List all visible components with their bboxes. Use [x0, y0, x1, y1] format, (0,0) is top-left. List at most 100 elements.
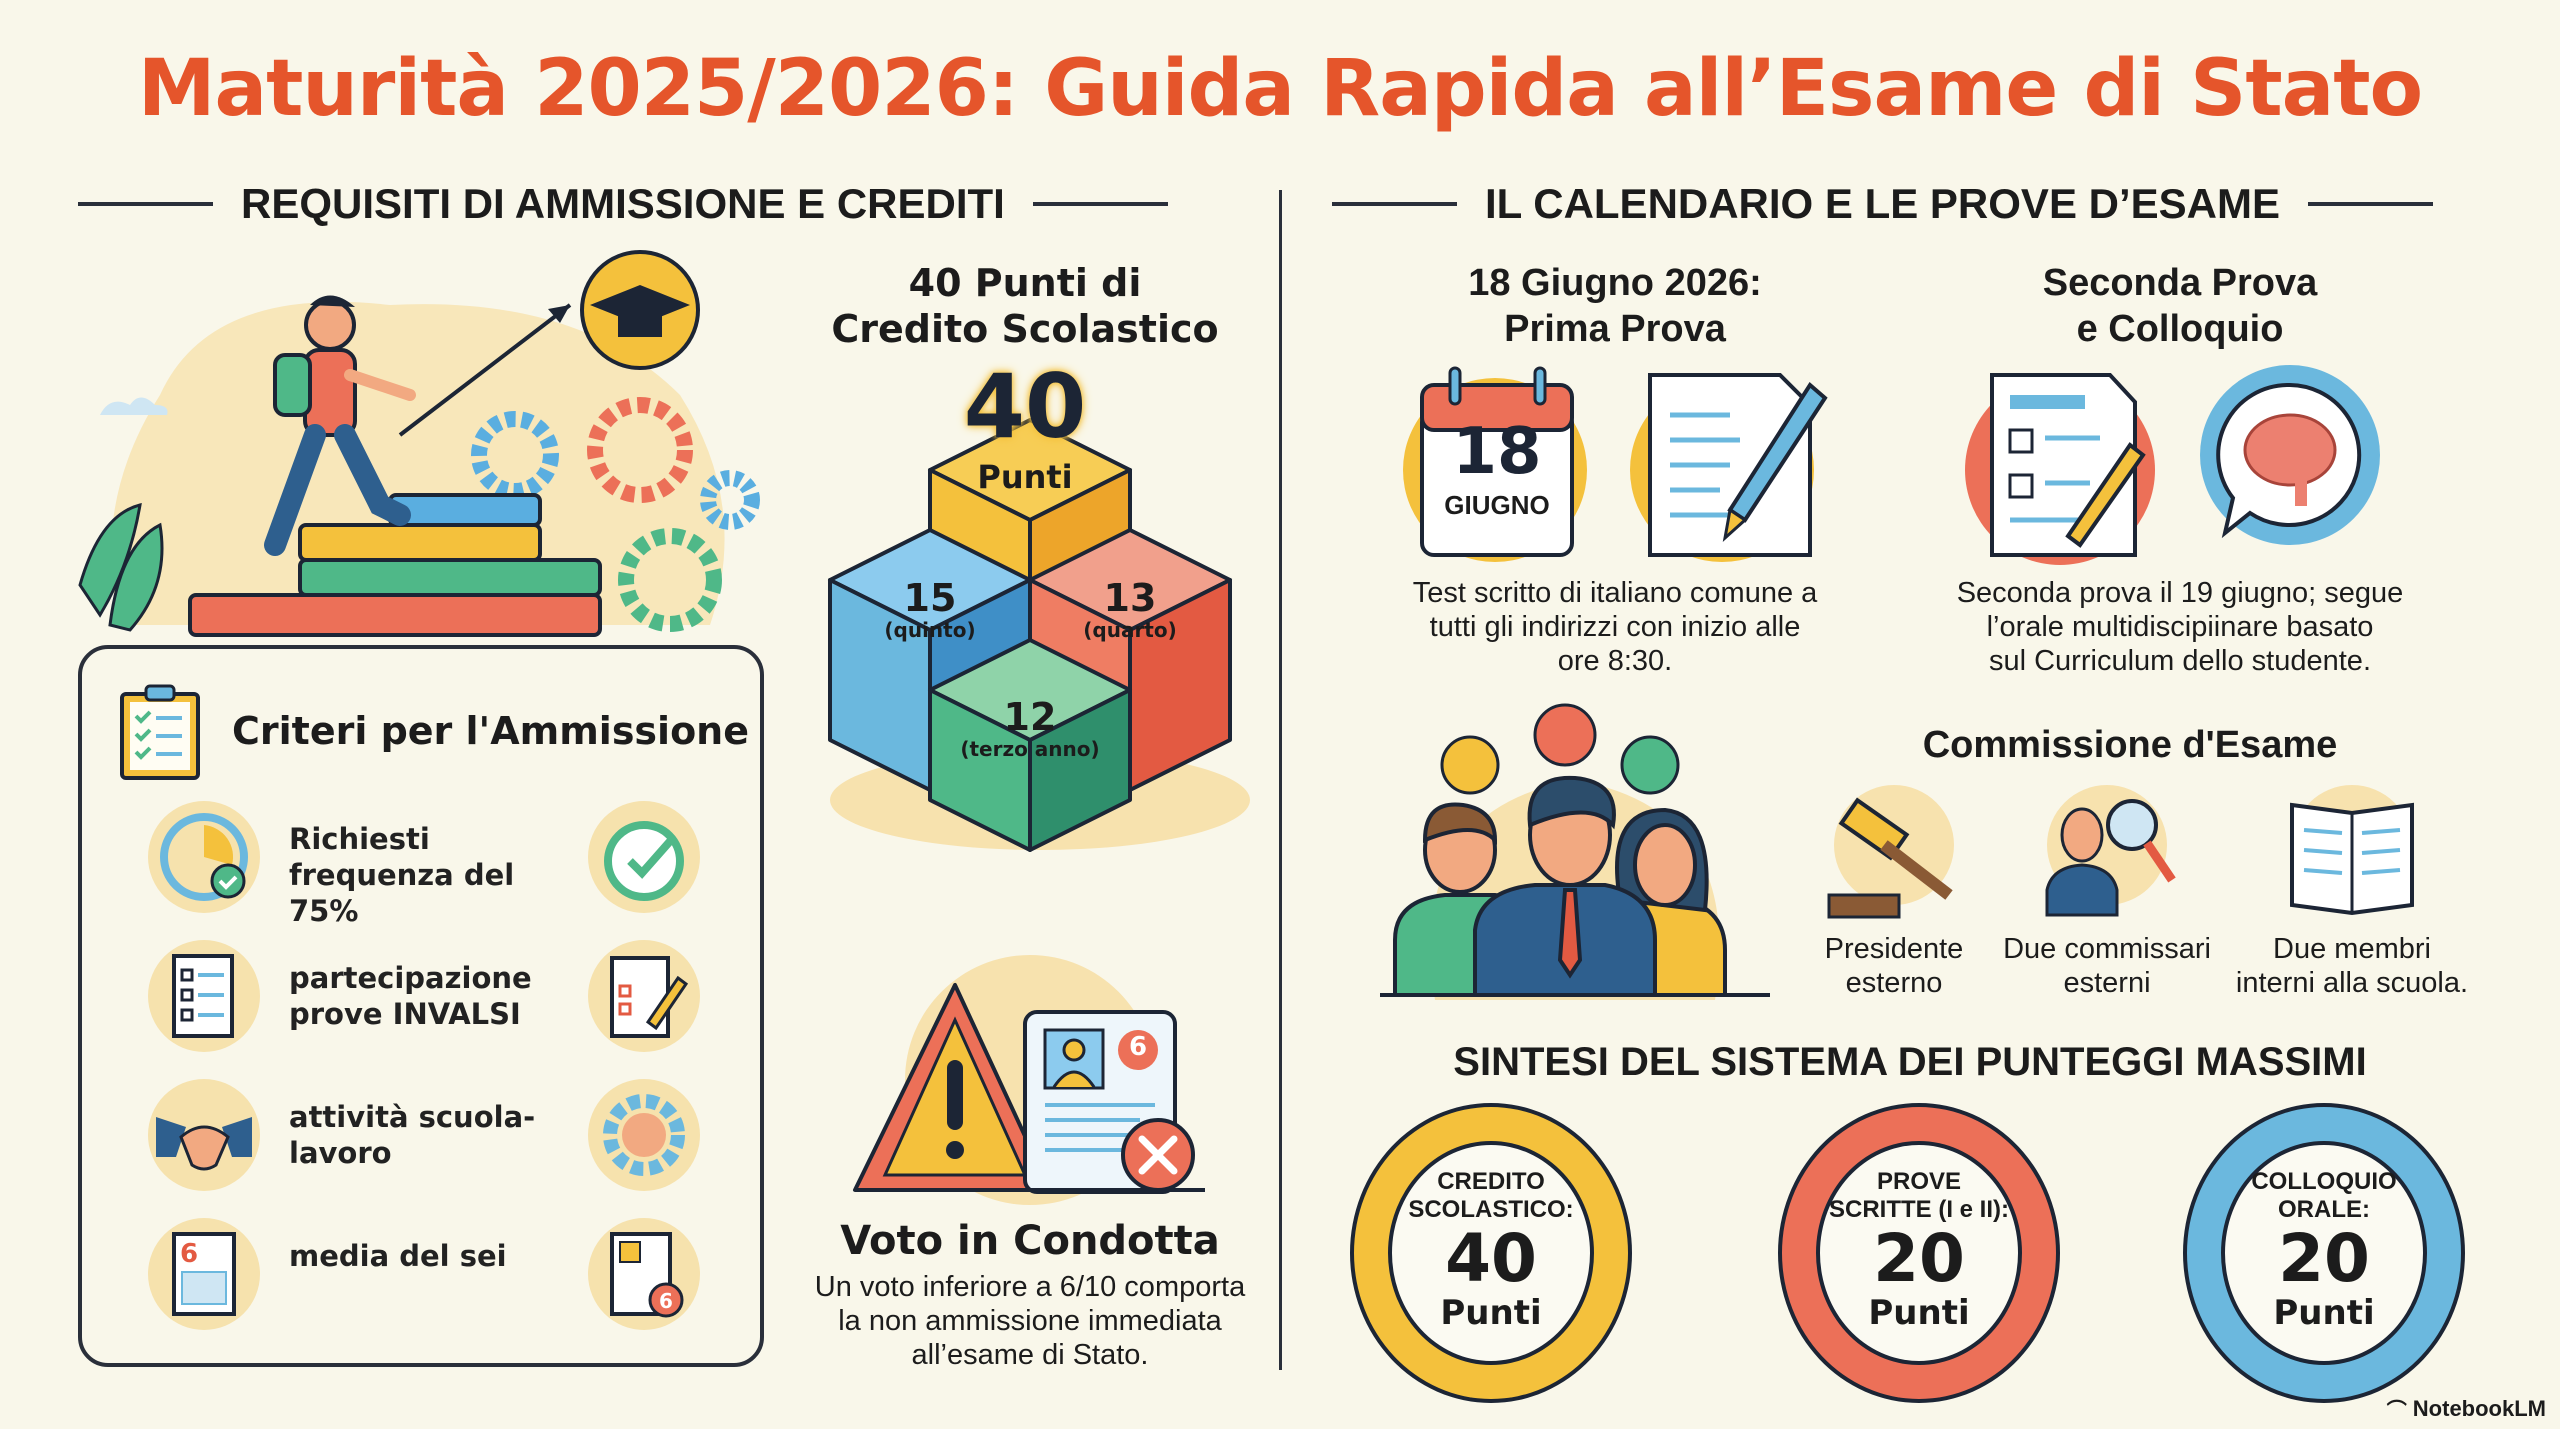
title-line: e Colloquio — [2076, 308, 2284, 350]
score-ring — [1778, 1103, 2060, 1403]
plant-icon — [78, 502, 164, 632]
credit-cubes-diagram — [828, 418, 1250, 852]
page-title: Maturità 2025/2026: Guida Rapida all’Esa… — [137, 44, 2423, 134]
credit-title-line2: Credito Scolastico — [831, 307, 1219, 351]
admission-criteria-card — [78, 645, 764, 1367]
cloud-icon — [100, 397, 168, 415]
calendar-icon — [1420, 366, 1574, 557]
score-ring-content: CREDITO SCOLASTICO: 40 Punti — [1381, 1168, 1601, 1332]
text-line: l’orale multidiscipiinare basato — [1986, 611, 2374, 643]
ring-unit: Punti — [2273, 1293, 2375, 1333]
summary-heading: SINTESI DEL SISTEMA DEI PUNTEGGI MASSIMI — [1453, 1040, 2367, 1084]
text-line: Test scritto di italiano comune a — [1412, 577, 1818, 609]
block-label: (quinto) — [884, 618, 976, 642]
right-section-heading: IL CALENDARIO E LE PROVE D’ESAME — [1332, 180, 2433, 228]
title-line: Prima Prova — [1504, 308, 1726, 350]
member-line: esterni — [2063, 967, 2151, 999]
score-ring — [2183, 1103, 2465, 1403]
member-line: interni alla scuola. — [2235, 967, 2469, 999]
text-line: tutti gli indirizzi con inizio alle — [1429, 611, 1801, 643]
divider — [1332, 202, 1457, 206]
reject-x-icon — [1121, 1118, 1195, 1192]
gear-icon — [471, 397, 760, 632]
warning-triangle-icon — [853, 983, 1052, 1192]
block-value: 13 — [1103, 576, 1157, 620]
calendar-day: 18 — [1452, 415, 1542, 489]
prima-prova-title: 18 Giugno 2026: Prima Prova — [1400, 260, 1830, 352]
text-line: sul Curriculum dello studente. — [1988, 645, 2371, 677]
criteria-item-label: media del sei — [289, 1239, 507, 1273]
text-line: Seconda prova il 19 giugno; segue — [1956, 577, 2404, 609]
score-ring-content: PROVE SCRITTE (I e II): 20 Punti — [1809, 1168, 2029, 1332]
cube-terzo — [928, 638, 1132, 852]
ring-unit: Punti — [1868, 1293, 1970, 1333]
right-section-heading-text: IL CALENDARIO E LE PROVE D’ESAME — [1485, 180, 2280, 227]
credit-block-quarto: 13 (quarto) — [1060, 578, 1200, 642]
speech-bubble-brain-icon — [2200, 365, 2380, 545]
criteria-item-label: partecipazione prove INVALSI — [289, 961, 532, 1031]
ring-value: 20 — [1873, 1220, 1965, 1297]
clock-check-icon — [160, 813, 248, 901]
title-line: Seconda Prova — [2042, 262, 2318, 304]
conduct-title: Voto in Condotta — [840, 1218, 1220, 1264]
text-line: Un voto inferiore a 6/10 comporta — [814, 1271, 1246, 1303]
ring-value: 20 — [2278, 1220, 2370, 1297]
graduation-cap-icon — [580, 250, 700, 370]
ring-label: SCRITTE (I e II): — [1829, 1196, 2009, 1223]
books-stack-icon — [188, 493, 602, 637]
notebooklm-logo-icon: ⌒ — [2386, 1400, 2407, 1422]
credit-total-unit: Punti — [977, 458, 1073, 496]
block-value: 12 — [1003, 695, 1057, 739]
document-pen-icon — [1648, 373, 1828, 557]
commission-member: Due commissari esterni — [1977, 932, 2237, 1000]
credit-title-line1: 40 Punti di — [908, 261, 1142, 305]
divider — [2308, 202, 2433, 206]
divider — [78, 202, 213, 206]
ring-label: SCOLASTICO: — [1408, 1196, 1574, 1223]
commission-title: Commissione d'Esame — [1922, 724, 2338, 766]
report-card-6-icon: 6 — [172, 1232, 236, 1316]
gear-handshake-icon — [603, 1094, 685, 1176]
speech-icons — [1440, 703, 1680, 795]
ring-label: CREDITO — [1437, 1168, 1545, 1195]
prima-prova-description: Test scritto di italiano comune a tutti … — [1380, 576, 1850, 678]
ring-label: PROVE — [1876, 1168, 1962, 1195]
criteria-item-label: Richiesti frequenza del 75% — [289, 822, 515, 928]
credit-block-terzo: 12 (terzo anno) — [940, 697, 1120, 761]
handshake-icon — [156, 1117, 252, 1171]
title-line: 18 Giugno 2026: — [1468, 262, 1762, 304]
student-figure — [264, 295, 416, 556]
examiner-magnifier-icon — [2045, 785, 2176, 917]
member-line: Due membri — [2273, 933, 2431, 965]
ring-unit: Punti — [1440, 1293, 1542, 1333]
clipboard-checklist-icon — [120, 684, 200, 780]
block-label: (terzo anno) — [960, 737, 1100, 761]
commission-member: Due membri interni alla scuola. — [2222, 932, 2482, 1000]
svg-text:6: 6 — [180, 1239, 198, 1269]
student-climbing-books-illustration — [78, 250, 760, 637]
conduct-grade-badge: 6 — [1128, 1032, 1148, 1062]
score-ring-content: COLLOQUIO ORALE: 20 Punti — [2214, 1168, 2434, 1332]
calendar-month: GIUGNO — [1444, 490, 1550, 520]
seconda-prova-description: Seconda prova il 19 giugno; segue l’oral… — [1940, 576, 2420, 678]
checklist-pencil-icon — [1990, 373, 2146, 557]
gavel-icon — [1827, 785, 1954, 919]
clock-checkmark-icon — [604, 821, 684, 901]
profile-grade-6-icon: 6 — [610, 1232, 684, 1318]
criteria-title: Criteri per l'Ammissione — [232, 709, 750, 753]
text-line: ore 8:30. — [1557, 645, 1673, 677]
vertical-divider — [1279, 190, 1282, 1370]
divider — [1032, 202, 1168, 206]
ring-value: 40 — [1445, 1220, 1537, 1297]
watermark-text: NotebookLM — [2412, 1395, 2546, 1421]
checklist-icon — [172, 954, 234, 1038]
open-book-icon — [2290, 785, 2414, 916]
member-line: Presidente — [1824, 933, 1964, 965]
conduct-warning-illustration — [853, 955, 1205, 1205]
seconda-prova-icons — [1965, 365, 2380, 565]
left-section-heading: REQUISITI DI AMMISSIONE E CREDITI — [78, 180, 1168, 228]
svg-text:6: 6 — [659, 1289, 673, 1313]
block-label: (quarto) — [1083, 618, 1177, 642]
credit-title: 40 Punti di Credito Scolastico — [825, 260, 1225, 352]
text-line: all’esame di Stato. — [911, 1339, 1149, 1371]
